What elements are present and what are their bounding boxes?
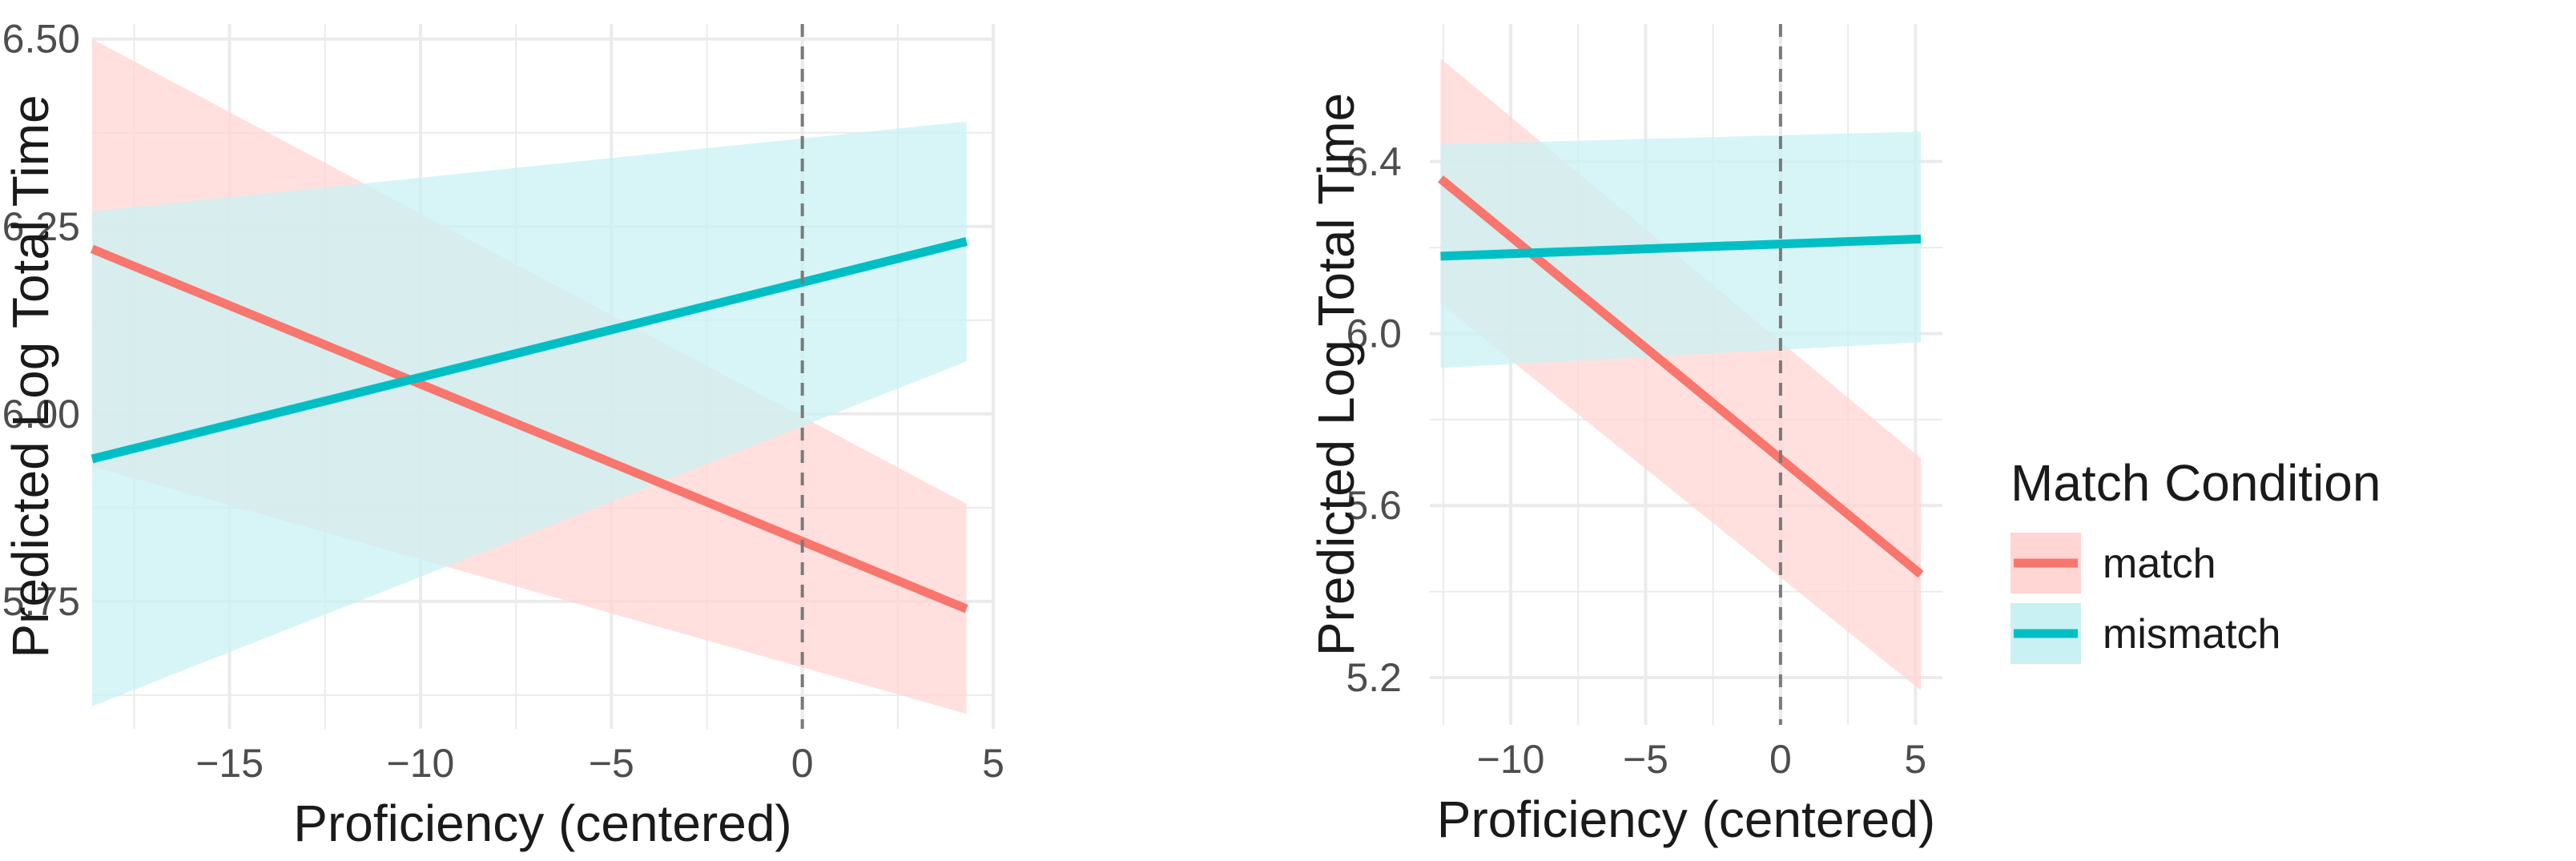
p1-y-tick-label: 6.50 <box>2 17 80 62</box>
p1-mismatch-ci-band <box>92 121 967 706</box>
p1-match-line <box>90 244 968 614</box>
p1-y-axis-title: Predicted Log Total Time <box>2 95 59 658</box>
legend-title: Match Condition <box>2010 454 2381 512</box>
right-panel: −10 −5 0 5 5.2 5.6 6.0 6.4 Proficiency (centered… <box>1307 24 1942 848</box>
p2-mismatch-line <box>1440 234 1922 261</box>
p2-x-tick-label: 5 <box>1904 737 1926 782</box>
p1-y-tick-label: 5.75 <box>2 579 80 624</box>
p2-x-axis-title: Proficiency (centered) <box>1437 791 1935 848</box>
p2-y-tick-label: 6.4 <box>1346 139 1402 184</box>
p1-x-tick-label: 5 <box>982 741 1004 786</box>
p1-y-tick-label: 6.00 <box>2 392 80 437</box>
p1-x-tick-label: −10 <box>387 741 455 786</box>
p2-x-tick-label: −5 <box>1623 737 1668 782</box>
p2-y-axis-title: Predicted Log Total Time <box>1307 93 1365 656</box>
p2-y-tick-label: 5.2 <box>1346 655 1402 700</box>
p2-x-tick-label: −10 <box>1477 737 1545 782</box>
p2-y-tick-label: 6.0 <box>1346 312 1402 356</box>
legend: Match Condition match mismatch <box>2010 454 2381 664</box>
p1-x-axis-title: Proficiency (centered) <box>293 795 791 852</box>
p2-x-tick-label: 0 <box>1769 737 1792 782</box>
legend-label-mismatch: mismatch <box>2103 611 2280 658</box>
legend-label-match: match <box>2103 541 2216 587</box>
p1-mismatch-line <box>91 237 968 464</box>
p2-y-tick-label: 5.6 <box>1346 483 1402 528</box>
p1-x-tick-label: −15 <box>195 741 264 786</box>
p1-x-tick-label: −5 <box>589 741 634 786</box>
p1-y-tick-label: 6.25 <box>2 204 80 249</box>
left-panel: −15 −10 −5 0 5 5.75 6.00 6.25 6.50 Proficiency (c… <box>2 17 1004 852</box>
p1-x-tick-label: 0 <box>791 741 814 786</box>
p2-match-line <box>1437 175 1924 578</box>
